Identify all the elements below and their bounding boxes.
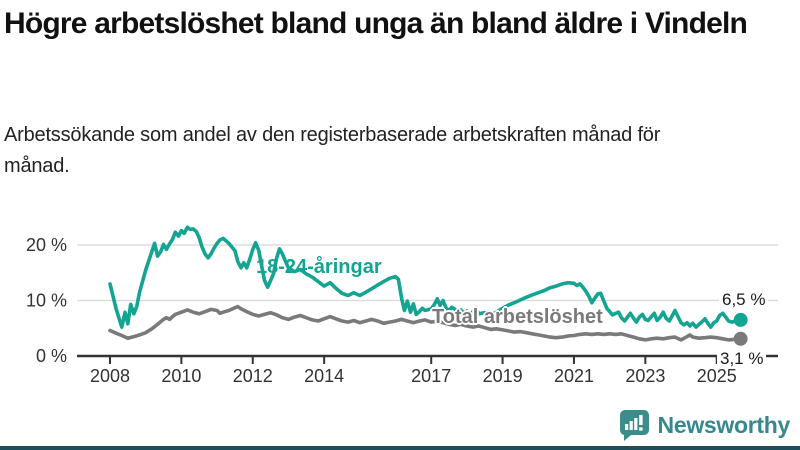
series-label-total: Total arbetslöshet bbox=[432, 306, 603, 328]
series-line-young bbox=[108, 225, 743, 329]
series-end-dot-total bbox=[733, 331, 748, 346]
x-axis-tick-label: 2012 bbox=[233, 366, 273, 386]
y-axis-tick-label: 20 % bbox=[26, 235, 67, 255]
end-value-label-total: 3,1 % bbox=[717, 349, 767, 369]
x-axis-tick-label: 2021 bbox=[554, 366, 594, 386]
x-axis-tick-label: 2014 bbox=[304, 366, 344, 386]
x-axis-tick-label: 2019 bbox=[483, 366, 523, 386]
chart-area: 0 % 10 % 20 % 2008 2010 2012 2014 2017 2019 2021 2… bbox=[26, 225, 778, 386]
page-title: Högre arbetslöshet bland unga än bland ä… bbox=[4, 7, 748, 40]
series-line-total bbox=[108, 304, 743, 342]
series-end-dot-young bbox=[733, 312, 748, 327]
y-axis-tick-label: 0 % bbox=[36, 346, 67, 366]
x-axis-tick-label: 2025 bbox=[697, 366, 737, 386]
end-value-label-young: 6,5 % bbox=[719, 290, 769, 310]
newsworthy-logo-text: Newsworthy bbox=[657, 412, 791, 438]
x-axis-tick-label: 2008 bbox=[90, 366, 130, 386]
x-axis-tick-label: 2023 bbox=[625, 366, 665, 386]
newsworthy-logo[interactable]: Newsworthy bbox=[618, 409, 790, 442]
line-chart: 0 % 10 % 20 % 2008 2010 2012 2014 2017 2019 2021 2… bbox=[26, 225, 778, 386]
x-axis-tick-label: 2010 bbox=[161, 366, 201, 386]
y-axis-tick-label: 10 % bbox=[26, 291, 67, 311]
chart-subtitle: Arbetssökande som andel av den registerb… bbox=[4, 124, 661, 177]
x-axis-tick-label: 2017 bbox=[411, 366, 451, 386]
bar-chart-speech-bubble-icon bbox=[619, 410, 649, 441]
series-label-young: 18-24-åringar bbox=[256, 256, 382, 278]
bottom-accent-bar bbox=[0, 446, 800, 450]
